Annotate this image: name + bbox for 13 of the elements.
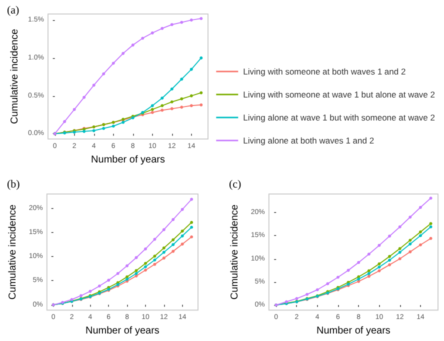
chart-title: (b)	[7, 178, 20, 190]
y-axis-title: Cumulative incidence	[10, 28, 20, 124]
legend-label: Living alone at wave 1 but with someone at wave 2	[243, 112, 436, 122]
y-axis-title: Cumulative incidence	[230, 204, 240, 300]
x-axis-title: Number of years	[91, 154, 165, 166]
x-axis-title: Number of years	[316, 326, 390, 336]
legend-label: Living alone at both waves 1 and 2	[243, 136, 374, 146]
legend-label: Living with someone at wave 1 but alone at wave 2	[243, 90, 436, 100]
legend-label: Living with someone at both waves 1 and 2	[243, 66, 406, 76]
chart-title: (a)	[7, 4, 20, 16]
y-axis-title: Cumulative incidence	[8, 204, 18, 300]
x-axis-title: Number of years	[85, 326, 160, 336]
chart-title: (c)	[229, 178, 242, 190]
